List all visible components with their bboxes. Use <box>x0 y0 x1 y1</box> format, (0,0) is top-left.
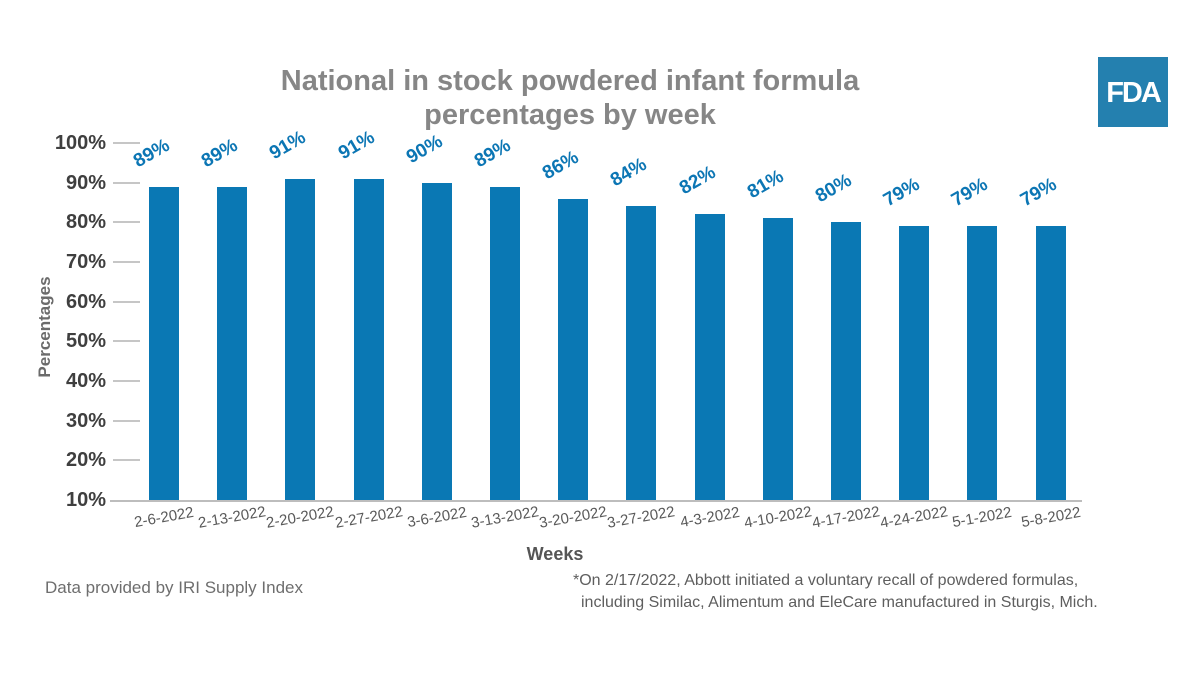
y-tick-mark <box>113 340 140 343</box>
fda-logo-text: FDA <box>1106 76 1162 109</box>
recall-footnote: *On 2/17/2022, Abbott initiated a volunt… <box>573 570 1098 614</box>
y-tick-label: 70% <box>65 251 106 273</box>
recall-footnote-line2: including Similac, Alimentum and EleCare… <box>581 594 1098 611</box>
bar <box>831 222 861 500</box>
recall-footnote-line1: *On 2/17/2022, Abbott initiated a volunt… <box>573 572 1079 589</box>
y-tick-mark <box>113 300 140 303</box>
y-tick-mark <box>113 380 140 382</box>
bar-value-label: 86% <box>539 146 583 184</box>
y-tick-label: 30% <box>65 409 106 432</box>
y-tick-mark <box>113 261 140 263</box>
bar-value-label: 80% <box>812 170 856 208</box>
y-tick-label: 100% <box>54 132 106 154</box>
y-tick-label: 90% <box>65 171 106 194</box>
chart-title-line1: National in stock powdered infant formul… <box>280 65 860 97</box>
bar-value-label: 90% <box>402 130 447 168</box>
bar-value-label: 79% <box>1016 174 1061 212</box>
bar <box>490 186 520 500</box>
fda-logo: FDA <box>1098 57 1168 127</box>
bar <box>967 226 998 500</box>
y-tick-label: 60% <box>65 290 106 313</box>
chart-title-line2: percentages by week <box>424 99 716 131</box>
bar-value-label: 91% <box>266 126 310 164</box>
bar <box>285 178 316 500</box>
y-tick-mark <box>113 181 140 184</box>
y-tick-label: 20% <box>65 449 106 472</box>
y-tick-label: 80% <box>65 211 106 234</box>
y-tick-mark <box>113 459 140 462</box>
bar <box>149 186 179 500</box>
y-tick-label: 10% <box>65 489 106 511</box>
y-tick-mark <box>113 142 140 144</box>
y-tick-label: 40% <box>65 370 106 392</box>
bar <box>353 178 384 500</box>
bar-value-label: 89% <box>198 134 242 172</box>
bar-value-label: 79% <box>948 174 992 212</box>
bar <box>626 206 657 500</box>
x-axis-title: Weeks <box>526 544 584 564</box>
bar-value-label: 89% <box>130 134 174 172</box>
data-source-note: Data provided by IRI Supply Index <box>45 578 303 597</box>
bar-value-label: 84% <box>607 154 651 192</box>
bar-value-label: 79% <box>880 174 924 212</box>
y-tick-mark <box>113 419 140 422</box>
y-tick-label: 50% <box>65 330 106 353</box>
x-axis-line <box>110 500 1082 502</box>
bar <box>899 226 930 500</box>
y-tick-mark <box>113 221 140 224</box>
bar <box>1035 226 1066 500</box>
chart-title: National in stock powdered infant formul… <box>170 64 970 132</box>
bar <box>217 186 248 500</box>
bar <box>558 198 589 500</box>
bar <box>694 214 725 500</box>
bar-value-label: 91% <box>334 126 379 164</box>
bar-value-label: 89% <box>471 134 515 172</box>
bar-value-label: 81% <box>743 166 788 204</box>
bar <box>762 218 793 500</box>
bar <box>421 182 452 500</box>
bar-value-label: 82% <box>675 162 720 200</box>
